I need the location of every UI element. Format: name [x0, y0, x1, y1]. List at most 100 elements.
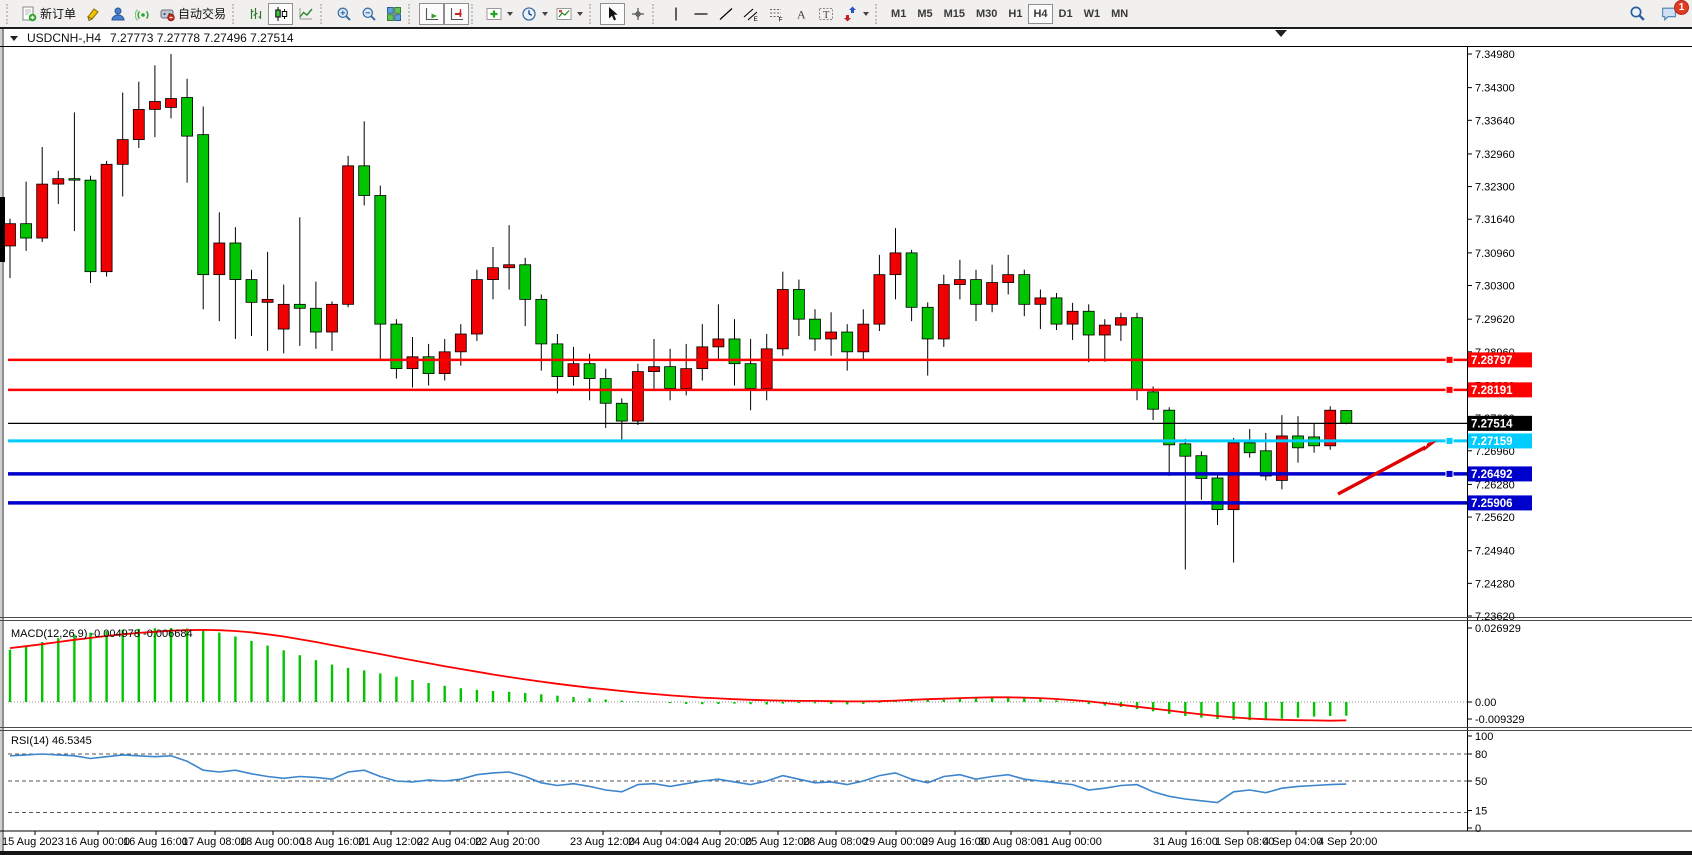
svg-text:15 Aug 2023: 15 Aug 2023	[2, 836, 64, 848]
main-toolbar: 新订单 自动交易	[0, 0, 1692, 27]
svg-text:0.026929: 0.026929	[1475, 623, 1521, 635]
svg-text:18 Aug 16:00: 18 Aug 16:00	[300, 836, 365, 848]
horizontal-line-icon	[693, 6, 709, 22]
search-button[interactable]	[1625, 3, 1650, 25]
timeframe-mn[interactable]: MN	[1111, 7, 1129, 20]
svg-text:21 Aug 12:00: 21 Aug 12:00	[358, 836, 423, 848]
svg-text:15: 15	[1475, 806, 1487, 818]
bar-chart-icon	[248, 6, 264, 22]
timeframe-w1[interactable]: W1	[1083, 7, 1101, 20]
svg-text:7.32960: 7.32960	[1475, 149, 1515, 161]
periods-clock-icon	[521, 6, 537, 22]
toolbar-grip[interactable]	[320, 3, 327, 24]
svg-text:0.00: 0.00	[1475, 697, 1496, 709]
horizontal-line-7.26492[interactable]	[8, 469, 1467, 478]
line-chart-button[interactable]	[293, 3, 318, 25]
text-tool-button[interactable]: A	[788, 3, 813, 25]
horizontal-line-7.27159[interactable]	[8, 436, 1467, 445]
candlestick-chart-button[interactable]	[268, 2, 294, 25]
toolbar-grip[interactable]	[652, 3, 659, 24]
window-left-edge	[0, 29, 2, 851]
profile-button[interactable]	[105, 3, 130, 25]
price-tag-7.27514: 7.27514	[1468, 415, 1532, 431]
timeframe-m30[interactable]: M30	[976, 7, 998, 20]
toolbar-grip[interactable]	[408, 3, 415, 24]
chat-button[interactable]: 1	[1656, 0, 1689, 25]
timeframe-h1[interactable]: H1	[1008, 7, 1023, 20]
arrows-icon	[842, 6, 858, 22]
svg-text:7.27159: 7.27159	[1471, 436, 1513, 448]
signals-button[interactable]	[130, 3, 155, 25]
cursor-icon	[605, 6, 621, 22]
chart-title-row: USDCNH-,H4 7.27773 7.27778 7.27496 7.275…	[10, 31, 294, 45]
trend-arrow-annotation[interactable]	[1337, 441, 1437, 496]
toolbar-grip[interactable]	[875, 3, 882, 24]
svg-text:29 Aug 00:00: 29 Aug 00:00	[863, 836, 928, 848]
window-divider	[0, 27, 1692, 29]
svg-text:28 Aug 08:00: 28 Aug 08:00	[803, 836, 868, 848]
timeframe-d1[interactable]: D1	[1058, 7, 1073, 20]
profile-icon	[110, 6, 126, 22]
svg-text:7.25906: 7.25906	[1471, 498, 1513, 510]
bottom-edge	[0, 851, 1692, 855]
horizontal-line-tool-button[interactable]	[688, 3, 713, 25]
crosshair-tool-button[interactable]	[625, 3, 650, 25]
candlestick-icon	[273, 6, 289, 22]
toolbar-grip[interactable]	[6, 3, 13, 24]
text-label-tool-button[interactable]: T	[813, 3, 838, 25]
svg-text:31 Aug 16:00: 31 Aug 16:00	[1153, 836, 1218, 848]
svg-text:7.26492: 7.26492	[1471, 469, 1513, 481]
svg-text:7.25620: 7.25620	[1475, 512, 1515, 524]
svg-text:30 Aug 08:00: 30 Aug 08:00	[978, 836, 1043, 848]
timeframe-m15[interactable]: M15	[943, 7, 965, 20]
fibonacci-tool-button[interactable]: F	[763, 3, 788, 25]
timeframe-m1[interactable]: M1	[891, 7, 907, 20]
svg-text:4 Sep 04:00: 4 Sep 04:00	[1263, 836, 1322, 848]
svg-text:7.23620: 7.23620	[1475, 611, 1515, 623]
tile-windows-button[interactable]	[381, 3, 406, 25]
auto-scroll-button[interactable]	[419, 2, 445, 25]
equidistant-channel-tool-button[interactable]: E	[738, 3, 763, 25]
toolbar-grip[interactable]	[471, 3, 478, 24]
chart-menu-icon[interactable]	[10, 35, 18, 41]
styler-icon	[85, 6, 101, 22]
cursor-tool-button[interactable]	[600, 2, 626, 25]
toolbar-grip[interactable]	[232, 3, 239, 24]
svg-text:7.28797: 7.28797	[1471, 355, 1513, 367]
indicators-icon	[486, 6, 502, 22]
macd-pane: MACD(12,26,9) -0.004978 -0.006684 0.02692…	[8, 623, 1525, 726]
svg-text:24 Aug 04:00: 24 Aug 04:00	[628, 836, 693, 848]
horizontal-line-7.28797[interactable]	[8, 355, 1467, 364]
templates-dropdown-caret	[577, 11, 584, 16]
candlesticks	[0, 54, 1353, 570]
zoom-in-button[interactable]	[331, 3, 356, 25]
toolbar-grip[interactable]	[589, 3, 596, 24]
styler-button[interactable]	[80, 3, 105, 25]
periods-button[interactable]	[517, 3, 552, 25]
indicators-dropdown-caret	[507, 11, 514, 16]
timeframe-m5[interactable]: M5	[917, 7, 933, 20]
equidistant-channel-icon: E	[743, 6, 759, 22]
autotrading-button[interactable]: 自动交易	[155, 3, 230, 25]
line-chart-icon	[298, 6, 314, 22]
chart-symbol-period: USDCNH-,H4	[27, 31, 102, 45]
chart-shift-marker-icon[interactable]	[1275, 30, 1287, 37]
zoom-out-button[interactable]	[356, 3, 381, 25]
crosshair-icon	[630, 6, 646, 22]
svg-text:1 Sep 08:00: 1 Sep 08:00	[1215, 836, 1274, 848]
horizontal-line-7.28191[interactable]	[8, 385, 1467, 394]
chart-shift-button[interactable]	[444, 2, 470, 25]
svg-text:F: F	[778, 16, 782, 22]
vertical-line-tool-button[interactable]	[663, 3, 688, 25]
trendline-tool-button[interactable]	[713, 3, 738, 25]
indicators-button[interactable]	[482, 3, 517, 25]
arrows-tool-button[interactable]	[838, 3, 873, 25]
svg-text:7.26280: 7.26280	[1475, 479, 1515, 491]
bar-chart-button[interactable]	[243, 3, 268, 25]
svg-text:E: E	[753, 16, 758, 22]
svg-text:7.28191: 7.28191	[1471, 385, 1513, 397]
templates-button[interactable]	[552, 3, 587, 25]
timeframe-h4[interactable]: H4	[1028, 3, 1053, 24]
new-order-button[interactable]: 新订单	[17, 3, 80, 25]
